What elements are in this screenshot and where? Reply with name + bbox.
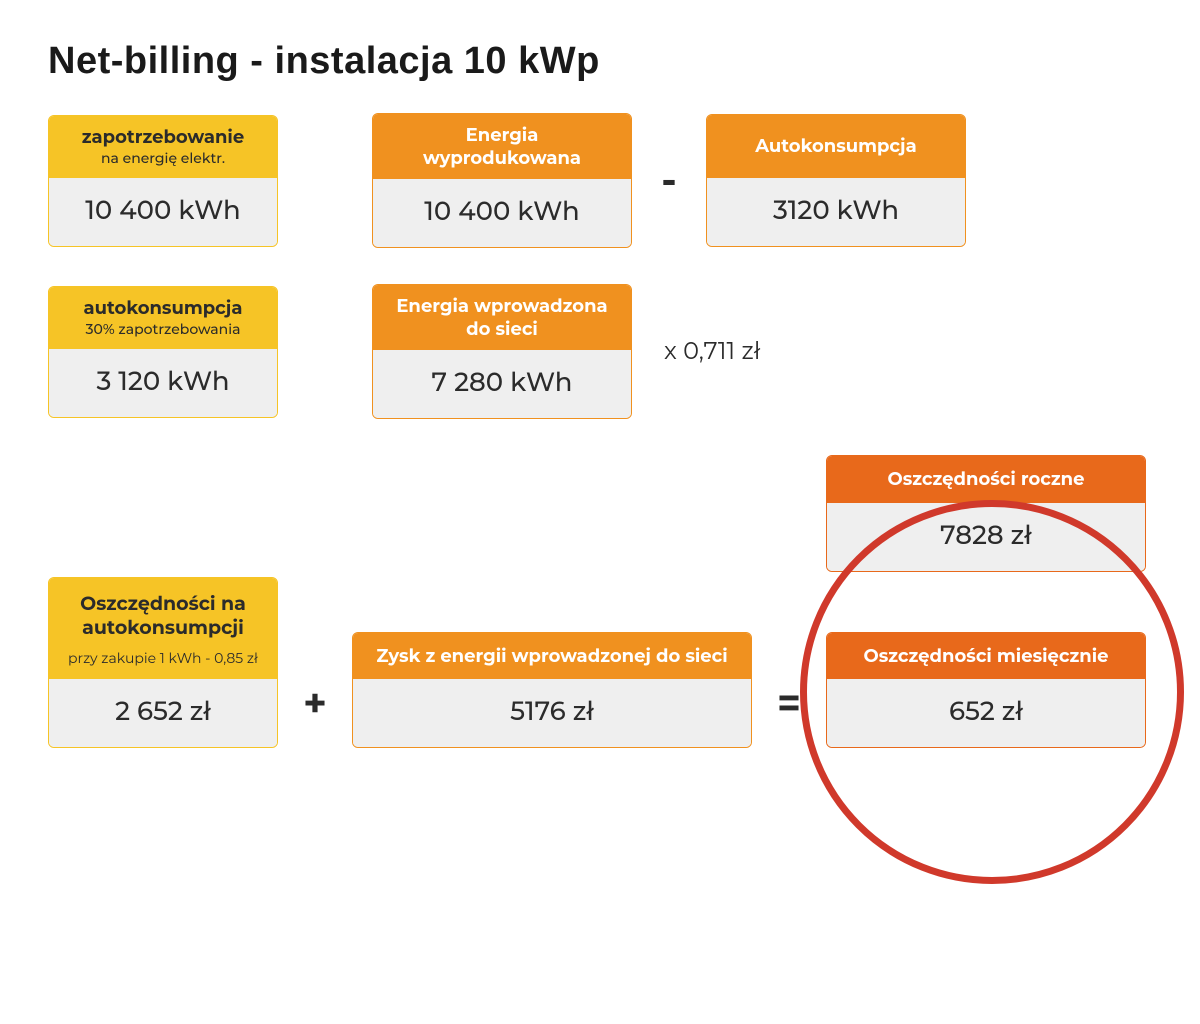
row-1: zapotrzebowanie na energię elektr. 10 40…: [48, 113, 1152, 248]
card-autokonsumpcja-left-sub: 30% zapotrzebowania: [63, 321, 263, 339]
row-3: Oszczędności na autokonsumpcji przy zaku…: [48, 455, 1152, 748]
operator-minus: -: [654, 156, 684, 205]
card-annual-savings-value: 7828 zł: [827, 503, 1145, 571]
operator-equals: =: [774, 679, 804, 728]
card-fed-in-value: 7 280 kWh: [373, 350, 631, 418]
card-grid-profit: Zysk z energii wprowadzonej do sieci 517…: [352, 632, 752, 749]
card-savings-self-value: 2 652 zł: [49, 679, 277, 747]
column-results: Oszczędności roczne 7828 zł Oszczędności…: [826, 455, 1146, 748]
row-2: autokonsumpcja 30% zapotrzebowania 3 120…: [48, 284, 1152, 419]
card-demand: zapotrzebowanie na energię elektr. 10 40…: [48, 115, 278, 247]
card-autokonsumpcja-left-label: autokonsumpcja: [84, 297, 243, 319]
card-demand-head: zapotrzebowanie na energię elektr.: [49, 116, 277, 178]
page: Net-billing - instalacja 10 kWp zapotrze…: [0, 0, 1200, 1024]
card-grid-profit-label: Zysk z energii wprowadzonej do sieci: [353, 633, 751, 680]
card-produced-value: 10 400 kWh: [373, 179, 631, 247]
unit-price: x 0,711 zł: [664, 337, 760, 366]
card-savings-self: Oszczędności na autokonsumpcji przy zaku…: [48, 577, 278, 748]
card-savings-self-label: Oszczędności na autokonsumpcji: [80, 592, 246, 639]
card-savings-self-head: Oszczędności na autokonsumpcji przy zaku…: [49, 578, 277, 679]
card-annual-savings: Oszczędności roczne 7828 zł: [826, 455, 1146, 572]
card-grid-profit-value: 5176 zł: [353, 679, 751, 747]
card-autokonsumpcja-left-head: autokonsumpcja 30% zapotrzebowania: [49, 287, 277, 349]
card-monthly-savings: Oszczędności miesięcznie 652 zł: [826, 632, 1146, 749]
card-autokonsumpcja-left-value: 3 120 kWh: [49, 349, 277, 417]
card-monthly-savings-value: 652 zł: [827, 679, 1145, 747]
card-fed-in-label: Energia wprowadzona do sieci: [373, 285, 631, 350]
page-title: Net-billing - instalacja 10 kWp: [48, 40, 1152, 83]
card-autokonsumpcja-top-value: 3120 kWh: [707, 178, 965, 246]
card-autokonsumpcja-top: Autokonsumpcja 3120 kWh: [706, 114, 966, 247]
operator-plus: +: [300, 679, 330, 728]
card-monthly-savings-label: Oszczędności miesięcznie: [827, 633, 1145, 680]
card-savings-self-sub: przy zakupie 1 kWh - 0,85 zł: [63, 649, 263, 669]
card-fed-in: Energia wprowadzona do sieci 7 280 kWh: [372, 284, 632, 419]
card-produced-label: Energia wyprodukowana: [373, 114, 631, 179]
card-demand-sub: na energię elektr.: [63, 150, 263, 168]
card-autokonsumpcja-left: autokonsumpcja 30% zapotrzebowania 3 120…: [48, 286, 278, 418]
card-autokonsumpcja-top-label: Autokonsumpcja: [707, 115, 965, 178]
card-annual-savings-label: Oszczędności roczne: [827, 456, 1145, 503]
card-produced: Energia wyprodukowana 10 400 kWh: [372, 113, 632, 248]
card-demand-value: 10 400 kWh: [49, 178, 277, 246]
card-demand-label: zapotrzebowanie: [82, 126, 244, 148]
